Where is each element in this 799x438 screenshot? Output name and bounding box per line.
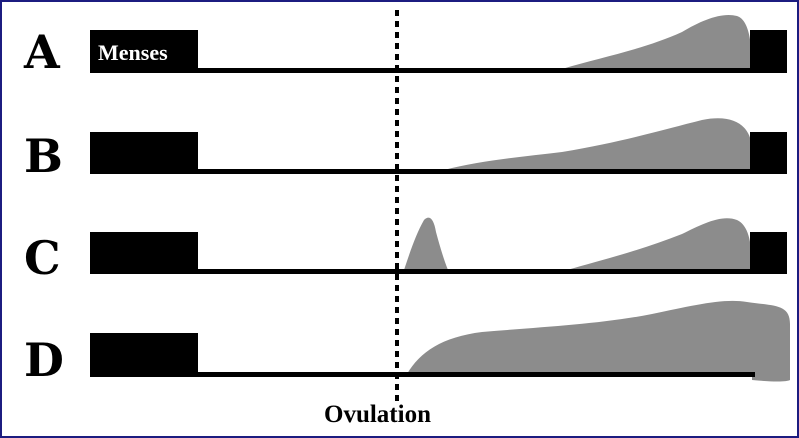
secretion-curve-d (407, 300, 790, 382)
menses-block-b (90, 132, 198, 174)
row-label-a: A (23, 25, 61, 79)
secretion-curve-c (567, 218, 752, 270)
preovulatory-peak-c (404, 217, 448, 270)
next-menses-block-b (750, 132, 787, 174)
row-c: C (24, 217, 787, 285)
menses-label: Menses (98, 40, 168, 65)
row-label-b: B (24, 129, 63, 183)
menses-block-d (90, 333, 198, 377)
baseline-bar-b (90, 169, 755, 174)
menses-block-a (90, 30, 198, 73)
row-a: A Menses (23, 14, 787, 79)
menses-block-c (90, 232, 198, 274)
secretion-curve-b (444, 118, 752, 170)
ovulation-label: Ovulation (324, 401, 431, 428)
baseline-bar-d (90, 372, 755, 377)
row-d: D (24, 300, 790, 387)
baseline-bar-a (90, 68, 755, 73)
row-label-c: C (24, 231, 61, 285)
next-menses-block-c (750, 232, 787, 274)
baseline-bar-c (90, 269, 755, 274)
secretion-curve-a (562, 14, 752, 70)
row-label-d: D (24, 333, 64, 387)
row-b: B (24, 118, 787, 183)
next-menses-block-a (750, 30, 787, 73)
